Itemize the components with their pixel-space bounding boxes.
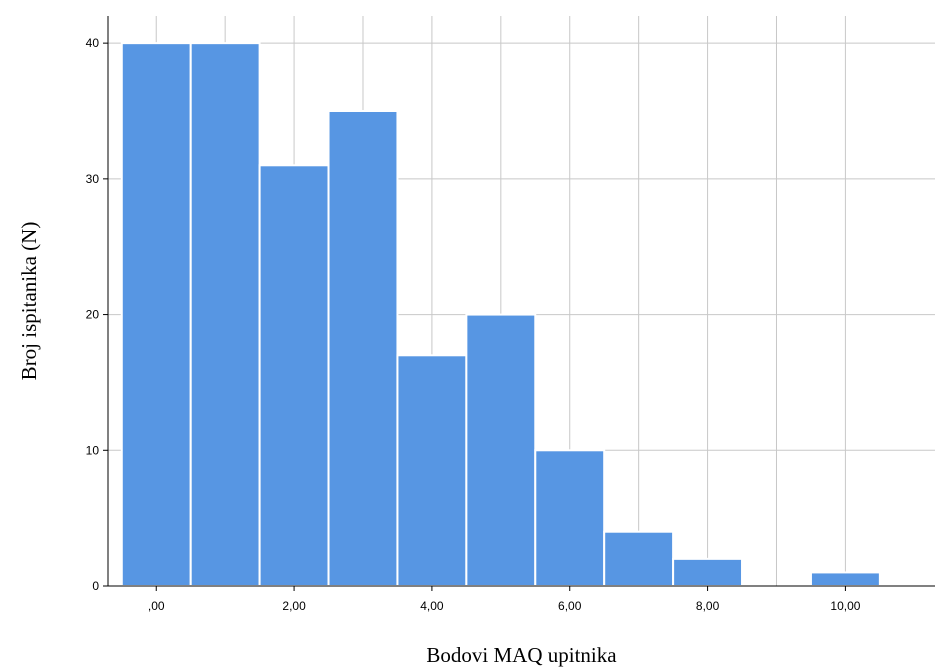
bar — [189, 42, 261, 587]
x-tick-labels: ,00 2,00 4,00 6,00 8,00 10,00 — [148, 586, 861, 613]
y-tick-label: 40 — [86, 36, 100, 50]
y-tick-label: 30 — [86, 172, 100, 186]
x-tick-label: 10,00 — [830, 599, 860, 613]
axes — [107, 16, 935, 587]
x-axis-title: Bodovi MAQ upitnika — [426, 643, 617, 667]
bar — [672, 557, 744, 587]
x-tick-label: 4,00 — [420, 599, 444, 613]
x-tick-label: ,00 — [148, 599, 165, 613]
bar — [809, 571, 881, 588]
y-axis-title: Broj ispitanika (N) — [17, 222, 41, 381]
bar — [120, 42, 192, 587]
y-tick-label: 10 — [86, 443, 100, 457]
bar — [327, 110, 399, 587]
x-tick-label: 8,00 — [696, 599, 720, 613]
y-tick-label: 20 — [86, 308, 100, 322]
bar — [465, 313, 537, 587]
y-tick-labels: 0 10 20 30 40 — [86, 36, 108, 593]
bar — [534, 449, 606, 587]
x-tick-label: 6,00 — [558, 599, 582, 613]
bar — [258, 164, 330, 588]
bar — [603, 530, 675, 588]
bar — [396, 354, 468, 587]
x-tick-label: 2,00 — [282, 599, 306, 613]
bars — [120, 42, 881, 588]
y-tick-label: 0 — [92, 579, 99, 593]
